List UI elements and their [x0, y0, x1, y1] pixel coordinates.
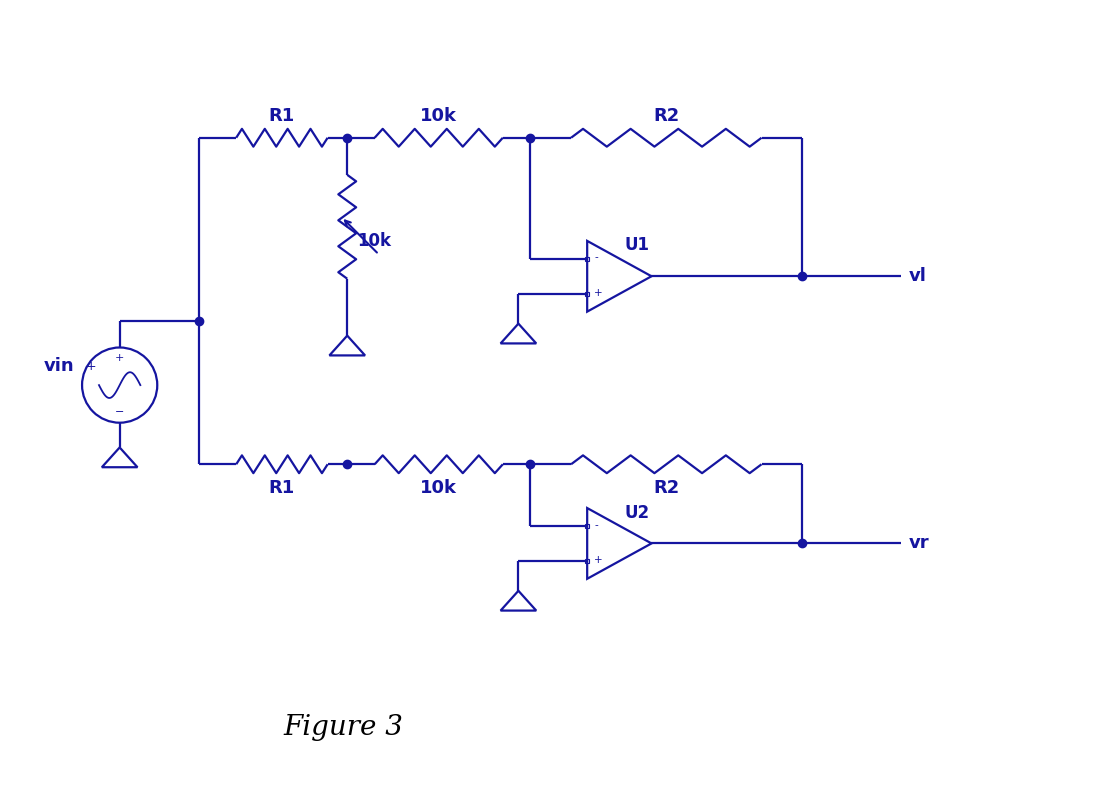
Text: R1: R1 — [268, 479, 295, 497]
Text: U1: U1 — [624, 236, 649, 254]
Text: R2: R2 — [653, 479, 680, 497]
Text: +: + — [115, 353, 125, 363]
Bar — [585, 257, 589, 261]
Bar — [585, 524, 589, 528]
Bar — [585, 559, 589, 563]
Text: -: - — [594, 520, 598, 530]
Text: R1: R1 — [268, 107, 295, 125]
Text: 10k: 10k — [358, 231, 391, 250]
Text: -: - — [594, 253, 598, 262]
Text: Figure 3: Figure 3 — [283, 714, 403, 741]
Text: R2: R2 — [653, 107, 680, 125]
Text: 10k: 10k — [420, 479, 457, 497]
Text: vr: vr — [908, 534, 929, 552]
Text: −: − — [115, 407, 125, 417]
Text: vin: vin — [43, 357, 75, 375]
Text: vl: vl — [908, 267, 926, 285]
Text: 10k: 10k — [420, 107, 457, 125]
Text: U2: U2 — [624, 504, 649, 521]
Text: +: + — [594, 288, 603, 298]
Text: +: + — [594, 555, 603, 565]
Text: +: + — [86, 359, 97, 373]
Bar — [585, 292, 589, 296]
